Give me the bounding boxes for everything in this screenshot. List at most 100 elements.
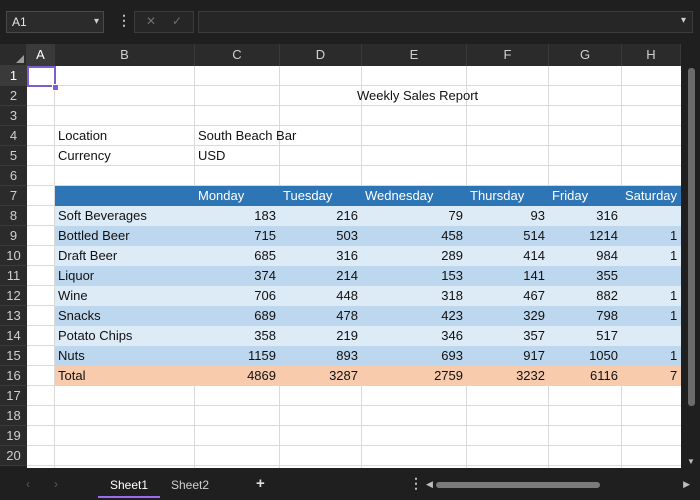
row-header-7[interactable]: 7 — [0, 186, 27, 206]
table-cell: 183 — [254, 208, 276, 223]
tab-sheet1[interactable]: Sheet1 — [98, 476, 160, 498]
table-cell: 3232 — [516, 368, 545, 383]
column-header-h[interactable]: H — [622, 44, 681, 66]
table-cell: 517 — [596, 328, 618, 343]
column-header-d[interactable]: D — [280, 44, 362, 66]
table-row-band — [55, 346, 681, 366]
table-cell-clipped: 1 — [670, 288, 678, 303]
table-cell: 467 — [523, 288, 545, 303]
row-header-19[interactable]: 19 — [0, 426, 27, 446]
table-cell: 316 — [336, 248, 358, 263]
add-sheet-icon[interactable]: + — [256, 475, 265, 492]
horizontal-scrollbar[interactable]: ◀ ▶ — [424, 479, 690, 490]
tab-sheet2[interactable]: Sheet2 — [170, 478, 210, 492]
row-header-11[interactable]: 11 — [0, 266, 27, 286]
row-header-10[interactable]: 10 — [0, 246, 27, 266]
row-header-15[interactable]: 15 — [0, 346, 27, 366]
expand-formula-icon[interactable]: ▾ — [680, 15, 686, 26]
tab-options-icon[interactable]: ⋮ — [409, 475, 423, 491]
table-cell: 448 — [336, 288, 358, 303]
row-header-9[interactable]: 9 — [0, 226, 27, 246]
fill-handle[interactable] — [52, 84, 59, 91]
table-cell: 798 — [596, 308, 618, 323]
horizontal-scroll-thumb[interactable] — [436, 482, 600, 488]
row-header-17[interactable]: 17 — [0, 386, 27, 406]
table-cell: 358 — [254, 328, 276, 343]
row-header-12[interactable]: 12 — [0, 286, 27, 306]
column-header-c[interactable]: C — [195, 44, 280, 66]
table-row-band — [55, 306, 681, 326]
vertical-scroll-thumb[interactable] — [688, 68, 695, 406]
formula-input[interactable]: ▾ — [198, 11, 693, 33]
column-header-b[interactable]: B — [55, 44, 195, 66]
selected-cell-a1[interactable] — [27, 66, 56, 87]
column-header-f[interactable]: F — [467, 44, 549, 66]
currency-label: Currency — [58, 148, 111, 163]
row-header-3[interactable]: 3 — [0, 106, 27, 126]
table-row-label: Potato Chips — [58, 328, 133, 343]
gridline — [27, 105, 681, 106]
table-column-header: Wednesday — [365, 188, 434, 203]
column-header-g[interactable]: G — [549, 44, 622, 66]
table-column-header: Monday — [198, 188, 245, 203]
table-column-header: Friday — [552, 188, 589, 203]
name-box[interactable]: A1 ▾ — [6, 11, 104, 33]
scroll-right-icon[interactable]: ▶ — [683, 479, 690, 489]
table-cell: 503 — [336, 228, 358, 243]
table-cell: 153 — [441, 268, 463, 283]
table-column-header: Saturday — [625, 188, 678, 203]
table-cell: 374 — [254, 268, 276, 283]
table-cell: 6116 — [590, 368, 618, 383]
vertical-scrollbar[interactable]: ▼ — [683, 66, 700, 468]
row-header-5[interactable]: 5 — [0, 146, 27, 166]
table-cell: 1050 — [589, 348, 618, 363]
table-cell: 1214 — [589, 228, 618, 243]
gridline — [27, 445, 681, 446]
row-header-16[interactable]: 16 — [0, 366, 27, 386]
table-cell: 1159 — [248, 348, 276, 363]
row-header-18[interactable]: 18 — [0, 406, 27, 426]
scroll-down-icon[interactable]: ▼ — [687, 457, 695, 466]
table-cell: 514 — [523, 228, 545, 243]
table-cell-clipped: 7 — [670, 368, 678, 383]
column-header-e[interactable]: E — [362, 44, 467, 66]
table-row-label: Wine — [58, 288, 88, 303]
cancel-icon[interactable]: ✕ — [146, 14, 157, 28]
column-header-a[interactable]: A — [27, 44, 55, 66]
chevron-down-icon: ▾ — [93, 16, 99, 27]
row-header-13[interactable]: 13 — [0, 306, 27, 326]
table-cell: 423 — [441, 308, 463, 323]
row-header-1[interactable]: 1 — [0, 66, 27, 86]
table-cell: 79 — [448, 208, 463, 223]
row-header-14[interactable]: 14 — [0, 326, 27, 346]
sheet-tab-bar: ‹ › Sheet1 Sheet2 + ⋮ ◀ ▶ — [0, 468, 700, 500]
prev-sheet-icon[interactable]: ‹ — [26, 477, 30, 491]
gridline — [27, 125, 681, 126]
next-sheet-icon[interactable]: › — [54, 477, 58, 491]
confirm-icon[interactable]: ✓ — [172, 14, 183, 28]
row-header-6[interactable]: 6 — [0, 166, 27, 186]
select-all-button[interactable] — [0, 44, 27, 66]
table-row-band — [55, 286, 681, 306]
table-cell: 693 — [441, 348, 463, 363]
row-header-8[interactable]: 8 — [0, 206, 27, 226]
sheet-cells[interactable]: Weekly Sales Report Location South Beach… — [27, 66, 681, 468]
row-header-20[interactable]: 20 — [0, 446, 27, 466]
row-header-2[interactable]: 2 — [0, 86, 27, 106]
report-title: Weekly Sales Report — [357, 88, 479, 103]
table-cell: 346 — [441, 328, 463, 343]
gridline — [54, 66, 55, 468]
table-cell-clipped: 1 — [670, 308, 678, 323]
row-header-4[interactable]: 4 — [0, 126, 27, 146]
table-cell: 357 — [523, 328, 545, 343]
table-header-band — [55, 186, 681, 206]
scroll-left-icon[interactable]: ◀ — [426, 479, 433, 489]
more-options-icon[interactable]: ⋮ — [117, 12, 131, 28]
table-row-label: Total — [58, 368, 86, 383]
table-cell: 917 — [523, 348, 545, 363]
table-column-header: Tuesday — [283, 188, 333, 203]
table-row-band — [55, 246, 681, 266]
table-cell: 141 — [523, 268, 545, 283]
table-row-label: Liquor — [58, 268, 95, 283]
